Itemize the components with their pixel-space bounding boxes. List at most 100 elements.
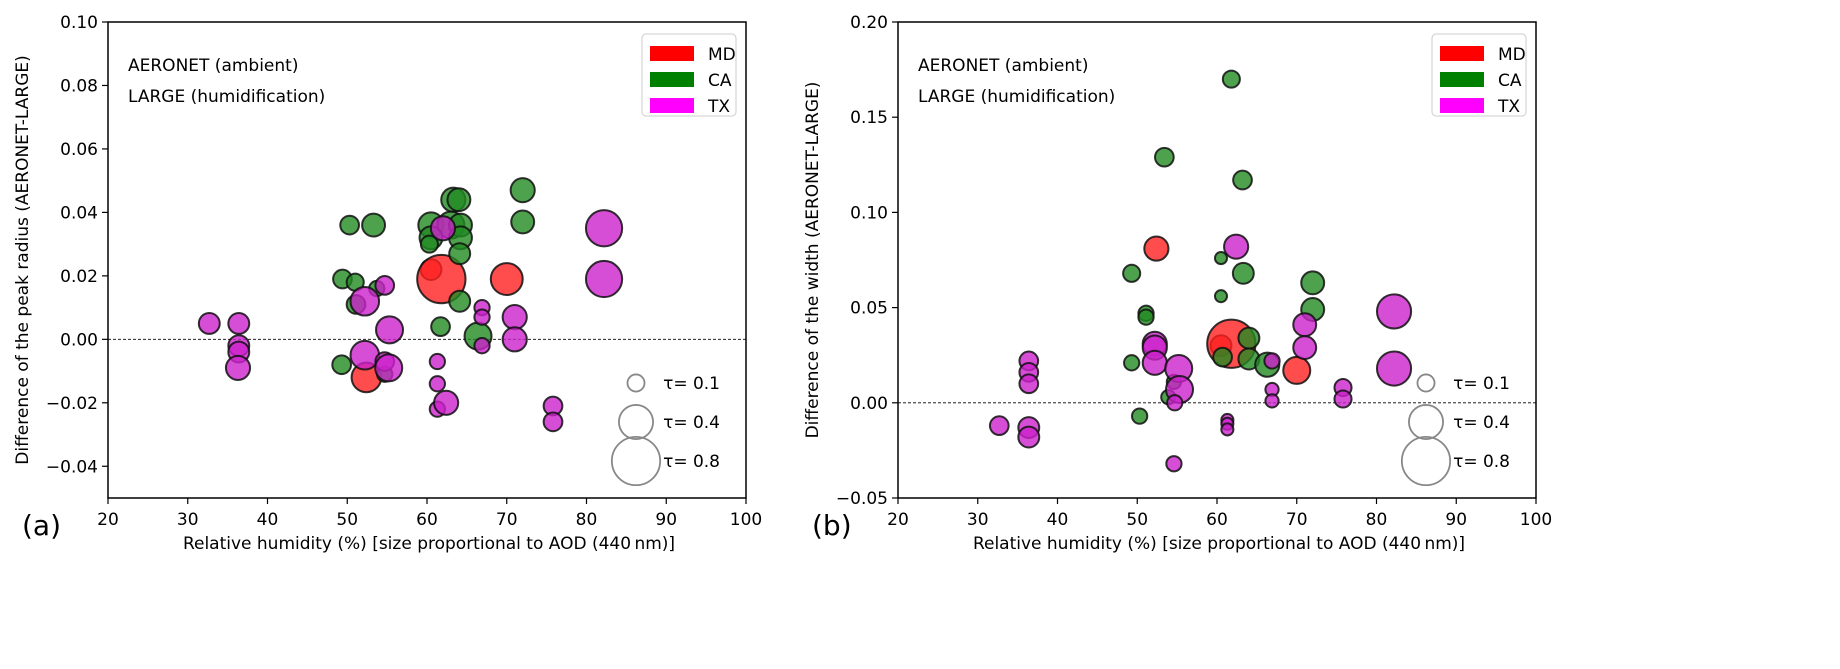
x-axis-label: Relative humidity (%) [size proportional… [183,534,675,554]
data-point [1213,289,1229,304]
x-tick-label: 40 [257,510,279,530]
data-point [331,354,353,376]
data-point [419,234,439,254]
data-point [446,187,472,213]
data-point [428,352,447,371]
data-point [433,389,460,416]
size-legend-label: τ= 0.4 [1453,413,1510,433]
data-point [1237,326,1261,350]
x-axis-label: Relative humidity (%) [size proportional… [973,534,1465,554]
data-point [374,275,396,296]
legend-label: MD [708,45,736,65]
x-tick-label: 60 [416,510,438,530]
legend-label: CA [708,71,732,91]
series-tx [197,209,624,433]
data-point [1137,308,1155,326]
size-legend-marker [610,435,662,487]
chart-panel-b: 20 30 40 50 60 70 80 90 100 −0.05 0.00 0.05 0.10 0.15… [803,13,1552,554]
legend-swatch-md [1440,46,1484,61]
data-point [988,415,1010,437]
series-ca [1122,69,1326,425]
data-point [1018,373,1040,395]
color-legend: MD CA TX [641,33,737,117]
data-point [1375,293,1413,330]
y-axis-label: Difference of the peak radius (AERONET-L… [13,55,33,464]
x-tick-label: 90 [655,510,677,530]
data-point [227,312,251,335]
size-legend-marker [626,373,646,393]
size-legend-label: τ= 0.8 [663,452,720,472]
data-point [584,209,624,248]
data-point [375,315,405,345]
data-point [1212,346,1233,368]
x-tick-label: 70 [496,510,518,530]
annotation-text: LARGE (humidification) [918,87,1115,107]
data-point [361,212,387,238]
data-point [473,337,491,355]
size-legend-label: τ= 0.1 [663,374,720,394]
data-point [1122,263,1142,283]
data-point [473,308,491,326]
y-tick-label: −0.05 [836,489,888,509]
data-point [1017,425,1041,449]
y-axis-label: Difference of the width (AERONET-LARGE) [803,82,823,439]
data-point [1165,455,1183,473]
y-tick-label: 0.10 [60,13,98,33]
size-legend-marker [1416,373,1436,393]
legend-swatch-md [650,46,694,61]
data-point [509,177,536,204]
x-tick-label: 50 [336,510,358,530]
x-tick-label: 50 [1126,510,1148,530]
data-point [1123,354,1141,372]
data-point [448,289,472,313]
x-tick-label: 80 [576,510,598,530]
data-point [1292,312,1318,338]
annotation-text: LARGE (humidification) [128,87,325,107]
data-point [1264,393,1280,409]
y-tick-label: −0.04 [46,457,98,477]
data-point [1333,389,1353,409]
x-tick-label: 90 [1445,510,1467,530]
y-tick-label: 0.05 [850,299,888,319]
data-point [1154,146,1175,168]
data-point [1282,355,1312,385]
data-point [1220,422,1235,437]
data-point [1263,352,1281,370]
panel-label: (b) [812,509,852,542]
data-point [224,354,252,381]
data-point [1223,233,1250,260]
series-md [350,253,524,394]
data-point [510,209,536,235]
data-point [1231,261,1255,285]
size-legend-marker [618,404,654,440]
legend-swatch-ca [1440,72,1484,87]
y-tick-label: −0.02 [46,394,98,414]
x-tick-label: 100 [1520,510,1552,530]
data-point [339,214,360,236]
y-tick-label: 0.08 [60,76,98,96]
color-legend: MD CA TX [1431,33,1527,117]
data-point [349,285,381,317]
data-point [430,316,451,337]
x-tick-label: 40 [1047,510,1069,530]
size-legend-marker [1408,404,1444,440]
series-tx [988,233,1413,473]
legend-swatch-tx [650,98,694,113]
data-point [542,411,564,433]
legend-label: TX [1497,97,1520,117]
legend-swatch-ca [650,72,694,87]
legend-swatch-tx [1440,98,1484,113]
data-point [428,375,447,393]
x-tick-label: 100 [730,510,762,530]
x-tick-label: 70 [1286,510,1308,530]
y-tick-label: 0.04 [60,203,98,223]
data-point [1166,394,1184,412]
size-legend-label: τ= 0.8 [1453,452,1510,472]
size-legend-marker [1400,435,1452,487]
y-tick-label: 0.02 [60,267,98,287]
data-point [374,353,404,383]
data-point [448,242,472,266]
y-tick-label: 0.20 [850,13,888,33]
legend-label: TX [707,97,730,117]
data-point [1300,270,1326,296]
